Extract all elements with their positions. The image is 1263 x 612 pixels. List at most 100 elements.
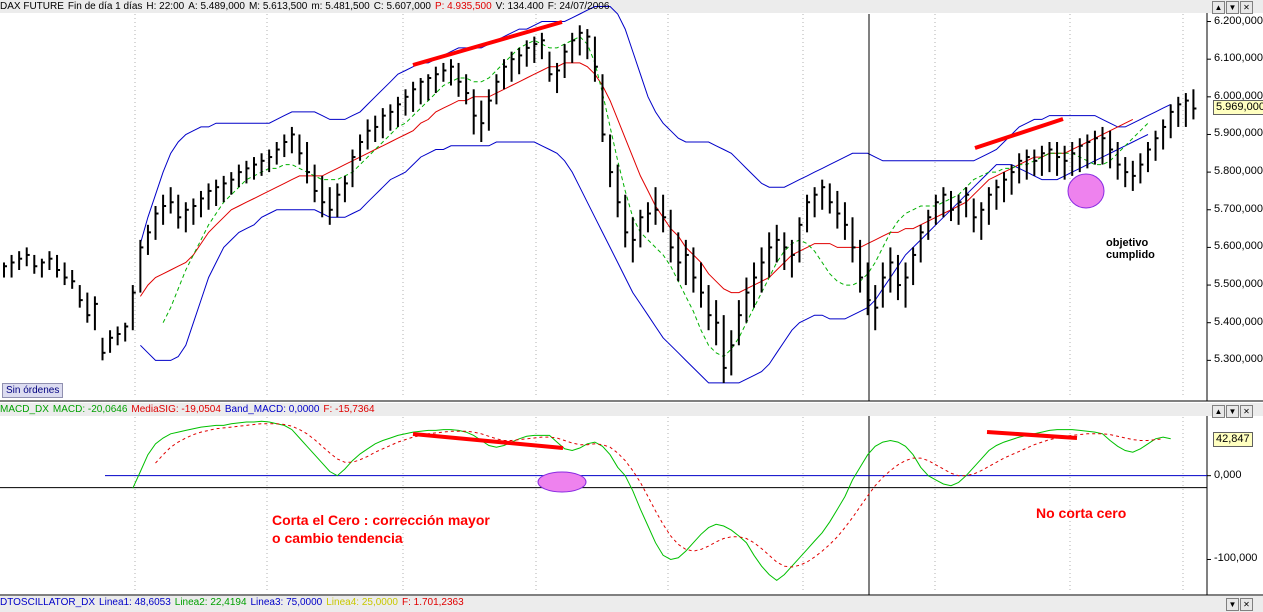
price-bar xyxy=(987,187,992,225)
price-bar xyxy=(381,108,386,139)
price-bar xyxy=(487,89,492,131)
price-bar xyxy=(336,183,341,218)
price-bar xyxy=(942,187,947,218)
price-bar xyxy=(1124,157,1129,188)
p-label: P: 4.935,500 xyxy=(434,1,492,12)
price-bar xyxy=(359,134,364,161)
price-bar xyxy=(563,44,568,78)
objetivo-line2: cumplido xyxy=(1106,249,1155,261)
hour-label: H: 22:00 xyxy=(146,1,185,12)
macd-header-bg xyxy=(0,403,1263,416)
price-bar xyxy=(48,251,53,270)
pane-up-button[interactable]: ▲ xyxy=(1212,1,1225,14)
price-bar xyxy=(821,179,826,210)
price-bar xyxy=(1003,172,1008,203)
price-bar xyxy=(404,89,409,116)
price-bar xyxy=(18,251,23,270)
price-bar xyxy=(192,198,197,225)
price-bar xyxy=(775,224,780,263)
macd-divergence-line xyxy=(986,430,1078,440)
price-header: DAX FUTURE Fin de día 1 días H: 22:00 A: 5.… xyxy=(0,0,613,13)
price-bar xyxy=(768,232,773,278)
price-bar xyxy=(154,206,159,240)
price-bar xyxy=(495,74,500,105)
close-label: C: 5.607,000 xyxy=(373,1,431,12)
price-bar xyxy=(3,262,7,278)
price-bar xyxy=(730,330,735,376)
macd-value-label: MACD: -20,0646 xyxy=(52,404,128,415)
macd-y-tick-label: 0,000 xyxy=(1214,468,1242,481)
macd-down-button[interactable]: ▼ xyxy=(1226,405,1239,418)
price-bar xyxy=(1109,130,1114,169)
macd-y-tick-label: -100,000 xyxy=(1214,552,1258,565)
annotations-layer xyxy=(412,20,1105,493)
price-divergence-line xyxy=(974,117,1064,150)
price-bar xyxy=(268,149,273,173)
moving-average-dashed-line xyxy=(162,35,1149,358)
price-bar xyxy=(215,179,220,206)
macd-signal-label: MediaSIG: -19,0504 xyxy=(131,404,221,415)
price-bar xyxy=(1154,130,1159,161)
price-bar xyxy=(260,153,265,176)
price-bar xyxy=(745,277,750,323)
price-bar xyxy=(131,285,136,331)
price-bar xyxy=(1018,153,1023,184)
oscillator-header: DTOSCILLATOR_DX Linea1: 48,6053 Linea2: 22… xyxy=(0,596,468,609)
price-y-tick-label: 5.400,000 xyxy=(1214,315,1263,328)
price-bar xyxy=(184,202,189,233)
price-y-tick-label: 6.000,000 xyxy=(1214,89,1263,102)
macd-close-button[interactable]: ✕ xyxy=(1240,405,1253,418)
price-bar xyxy=(1184,93,1189,127)
price-bar xyxy=(586,29,591,60)
sin-ordenes-badge[interactable]: Sin órdenes xyxy=(2,383,64,398)
price-bar xyxy=(934,194,939,225)
price-bar xyxy=(109,330,114,353)
volume-label: V: 134.400 xyxy=(495,1,544,12)
price-bar xyxy=(457,62,462,97)
price-bar xyxy=(957,194,962,225)
macd-divergence-line xyxy=(412,432,564,450)
objetivo-line1: objetivo xyxy=(1106,237,1149,249)
price-bar xyxy=(601,74,606,142)
price-bar xyxy=(836,190,841,229)
price-pane xyxy=(0,0,1263,402)
price-bar xyxy=(896,254,901,301)
price-bar xyxy=(328,187,333,225)
price-bar xyxy=(33,254,38,274)
price-bar xyxy=(639,209,644,248)
price-bar xyxy=(116,326,121,346)
price-bar xyxy=(813,187,818,218)
price-header-bg xyxy=(0,0,1263,13)
osc-close-button[interactable]: ✕ xyxy=(1240,598,1253,611)
price-bar xyxy=(783,232,788,270)
price-bar xyxy=(624,194,629,248)
price-bar xyxy=(222,175,227,203)
price-bar xyxy=(707,285,712,331)
macd-up-button[interactable]: ▲ xyxy=(1212,405,1225,418)
macd-name-label: MACD_DX xyxy=(0,404,49,415)
price-bar xyxy=(71,270,76,289)
price-bar xyxy=(654,187,659,225)
pane-close-button[interactable]: ✕ xyxy=(1240,1,1253,14)
macd-signal-line xyxy=(155,423,1164,568)
price-bar xyxy=(207,183,212,210)
osc-l4-label: Linea4: 25,0000 xyxy=(326,597,398,608)
osc-down-button[interactable]: ▼ xyxy=(1226,598,1239,611)
price-y-tick-label: 5.800,000 xyxy=(1214,165,1263,178)
price-y-tick-label: 5.300,000 xyxy=(1214,353,1263,366)
price-bar xyxy=(949,190,954,222)
price-bar xyxy=(449,59,454,86)
macd-band-label: Band_MACD: 0,0000 xyxy=(224,404,320,415)
price-last-value-tag: 5.969,000 xyxy=(1213,100,1263,116)
pane-down-button[interactable]: ▼ xyxy=(1226,1,1239,14)
price-bar xyxy=(1093,130,1098,165)
price-bar xyxy=(321,175,326,218)
price-bar xyxy=(843,202,848,240)
price-bar xyxy=(669,209,674,263)
price-bar xyxy=(275,142,280,165)
price-bar xyxy=(737,300,742,346)
price-bar xyxy=(427,74,432,101)
price-bar xyxy=(533,36,538,63)
price-bar xyxy=(859,239,864,293)
price-bar xyxy=(518,47,523,75)
